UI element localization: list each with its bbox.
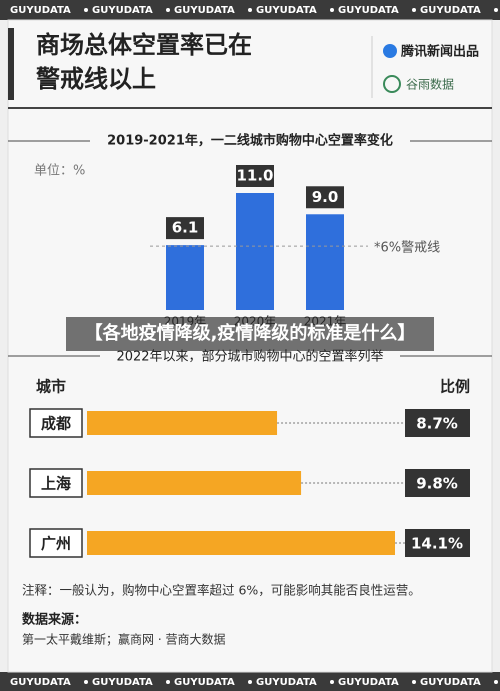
watermark-dot [248,680,252,684]
watermark-dot [494,680,498,684]
value-header: 比例 [440,378,470,396]
watermark-dot [166,680,170,684]
y-tick-label: 成都 [41,415,71,433]
title-accent [8,28,14,100]
partner: 谷雨数据 [406,77,454,92]
watermark-dot [412,8,416,12]
watermark-dot [330,680,334,684]
value-label-bg [405,409,470,437]
watermark: GUYUDATA [338,677,399,688]
watermark-dot [166,8,170,12]
watermark-dot [412,680,416,684]
category-header: 城市 [36,378,66,396]
overlay-banner: 【各地疫情降级,疫情降级的标准是什么】 [66,317,434,351]
bar [87,531,395,555]
value-label: 9.0 [312,188,339,206]
value-label-bg [306,186,344,209]
bar [306,214,344,310]
title: 警戒线以上 [35,65,156,93]
unit: 单位：% [34,164,85,179]
y-tick-label: 上海 [41,475,71,493]
value-label: 11.0 [236,167,273,185]
watermark: GUYUDATA [338,5,399,16]
source-label: 数据来源： [22,612,87,628]
bar [236,193,274,310]
watermark-dot [248,8,252,12]
reference-label: *6%警戒线 [374,240,440,256]
watermark-dot [330,8,334,12]
partner-icon [383,75,401,93]
watermark-dot [494,8,498,12]
bar [87,471,302,495]
watermark: GUYUDATA [256,5,317,16]
title: 商场总体空置率已在 [36,31,252,59]
watermark: GUYUDATA [10,677,71,688]
label-box [29,408,83,438]
source: 第一太平戴维斯；赢商网 · 营商大数据 [22,632,225,647]
y-tick-label: 广州 [41,535,71,553]
watermark: GUYUDATA [10,5,71,16]
value-label: 9.8% [416,475,458,493]
watermark-dot [84,8,88,12]
chart-title-bg [90,130,410,152]
brand: 腾讯新闻出品 [400,44,479,60]
value-label: 6.1 [172,219,199,237]
label-box [29,528,83,558]
value-label: 8.7% [416,415,458,433]
watermark: GUYUDATA [420,677,481,688]
value-label-bg [405,469,470,497]
bar [166,245,204,310]
watermark: GUYUDATA [174,5,235,16]
watermark: GUYUDATA [174,677,235,688]
watermark: GUYUDATA [256,677,317,688]
chart-title: 2019-2021年，一二线城市购物中心空置率变化 [107,133,393,149]
note: 注释：一般认为，购物中心空置率超过 6%，可能影响其能否良性运营。 [22,583,421,598]
chart-title-bg [100,346,400,368]
brand-icon [383,44,397,58]
value-label: 14.1% [411,535,463,553]
watermark: GUYUDATA [92,5,153,16]
label-box [29,468,83,498]
value-label-bg [405,529,470,557]
bar [87,411,278,435]
watermark-dot [84,680,88,684]
chart-title: 2022年以来，部分城市购物中心的空置率列举 [116,349,383,365]
watermark: GUYUDATA [420,5,481,16]
value-label-bg [236,165,274,187]
value-label-bg [166,217,204,240]
watermark: GUYUDATA [92,677,153,688]
